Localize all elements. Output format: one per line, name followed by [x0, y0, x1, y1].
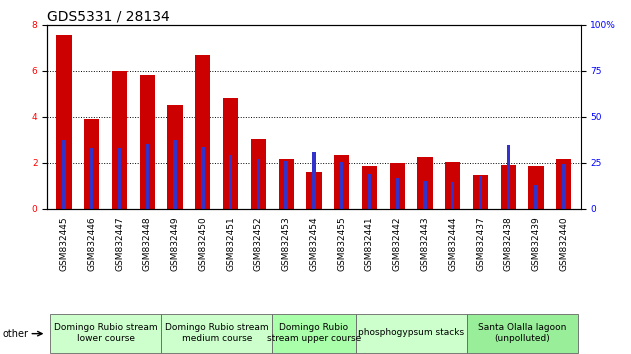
Bar [479, 176, 482, 209]
Text: Domingo Rubio
stream upper course: Domingo Rubio stream upper course [267, 323, 361, 343]
Bar [195, 55, 211, 209]
Bar [278, 159, 294, 209]
Bar [556, 159, 572, 209]
Bar [139, 75, 155, 209]
Bar [368, 174, 371, 209]
Bar [90, 148, 93, 209]
Bar [146, 143, 149, 209]
Bar [417, 157, 433, 209]
Bar [306, 172, 322, 209]
Bar [201, 147, 204, 209]
Bar [167, 105, 183, 209]
Bar [445, 162, 461, 209]
Bar [500, 165, 516, 209]
Bar [396, 178, 399, 209]
Bar [229, 155, 232, 209]
Bar [534, 185, 538, 209]
Bar [161, 314, 272, 353]
Bar [118, 148, 121, 209]
Bar [389, 163, 405, 209]
Bar [562, 164, 565, 209]
Text: Santa Olalla lagoon
(unpolluted): Santa Olalla lagoon (unpolluted) [478, 323, 567, 343]
Bar [257, 159, 260, 209]
Bar [251, 139, 266, 209]
Bar [451, 182, 454, 209]
Bar [174, 140, 177, 209]
Bar [507, 145, 510, 209]
Text: Domingo Rubio stream
lower course: Domingo Rubio stream lower course [54, 323, 158, 343]
Bar [285, 161, 288, 209]
Bar [223, 98, 239, 209]
Bar [272, 314, 356, 353]
Text: other: other [3, 329, 28, 339]
Text: phosphogypsum stacks: phosphogypsum stacks [358, 328, 464, 337]
Bar [423, 181, 427, 209]
Bar [50, 314, 161, 353]
Bar [356, 314, 467, 353]
Bar [62, 140, 66, 209]
Bar [112, 71, 127, 209]
Bar [528, 166, 544, 209]
Bar [312, 152, 316, 209]
Text: GDS5331 / 28134: GDS5331 / 28134 [47, 10, 170, 24]
Bar [340, 162, 343, 209]
Bar [473, 176, 488, 209]
Bar [362, 166, 377, 209]
Bar [334, 155, 350, 209]
Bar [84, 119, 100, 209]
Bar [467, 314, 578, 353]
Bar [56, 35, 72, 209]
Text: Domingo Rubio stream
medium course: Domingo Rubio stream medium course [165, 323, 269, 343]
